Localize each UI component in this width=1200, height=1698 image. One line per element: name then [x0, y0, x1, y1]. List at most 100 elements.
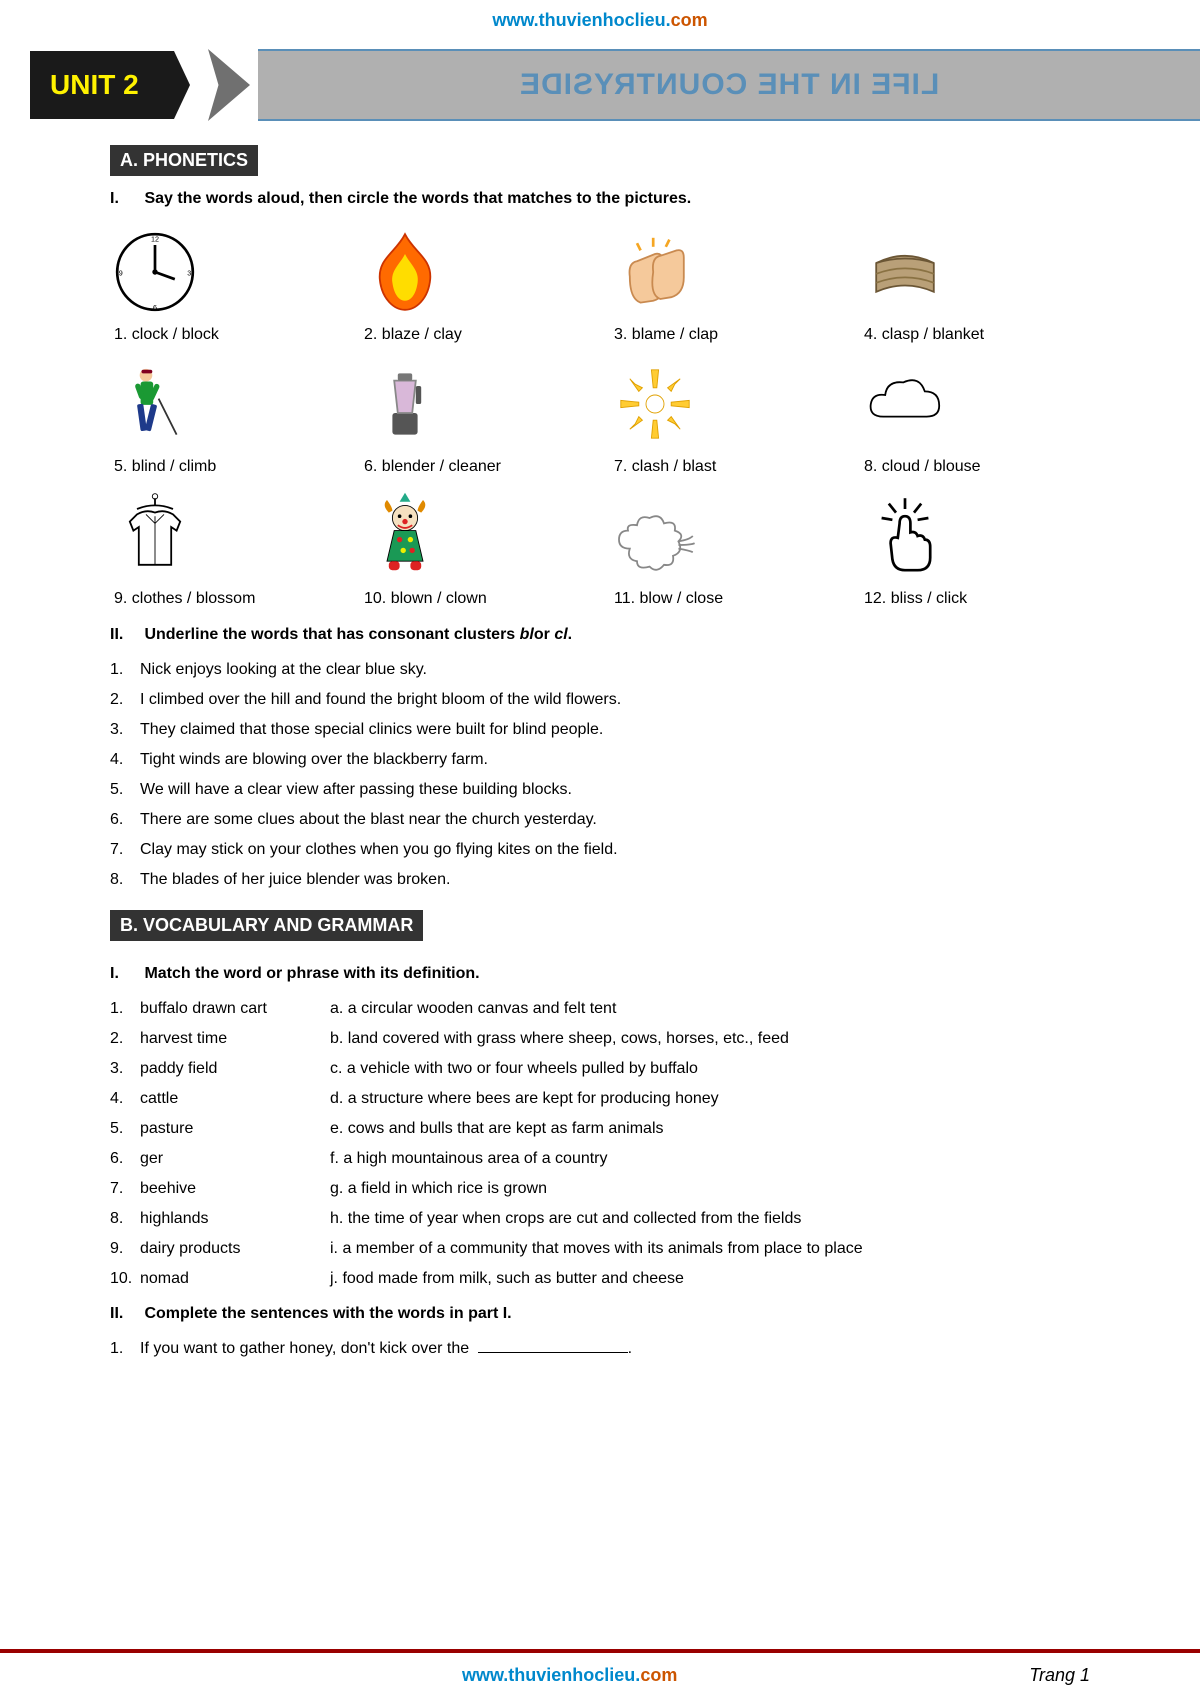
sentence-text: They claimed that those special clinics …: [140, 718, 603, 742]
match-row: 9.dairy productsi. a member of a communi…: [110, 1237, 1090, 1261]
sentence-text: I climbed over the hill and found the br…: [140, 688, 621, 712]
blanket-icon: [860, 222, 1090, 322]
match-row: 2.harvest timeb. land covered with grass…: [110, 1027, 1090, 1051]
match-num: 7.: [110, 1177, 140, 1201]
match-num: 1.: [110, 997, 140, 1021]
grid-caption: 6. blender / cleaner: [360, 458, 590, 476]
match-num: 6.: [110, 1147, 140, 1171]
sentence-row: 2.I climbed over the hill and found the …: [110, 688, 1090, 712]
grid-caption: 4. clasp / blanket: [860, 326, 1090, 344]
grid-caption: 3. blame / clap: [610, 326, 840, 344]
match-term: beehive: [140, 1177, 330, 1201]
sentence-num: 7.: [110, 838, 140, 862]
sentence-row: 6.There are some clues about the blast n…: [110, 808, 1090, 832]
sentence-text: The blades of her juice blender was brok…: [140, 868, 450, 892]
sentence-num: 3.: [110, 718, 140, 742]
a2-mid: or: [534, 626, 554, 643]
grid-item: 6. blender / cleaner: [360, 354, 590, 476]
match-num: 10.: [110, 1267, 140, 1291]
match-row: 6.gerf. a high mountainous area of a cou…: [110, 1147, 1090, 1171]
grid-caption: 8. cloud / blouse: [860, 458, 1090, 476]
sentence-num: 4.: [110, 748, 140, 772]
svg-text:12: 12: [151, 234, 159, 243]
match-term: ger: [140, 1147, 330, 1171]
a2-instruction: II. Underline the words that has consona…: [110, 626, 1090, 644]
grid-caption: 5. blind / climb: [110, 458, 340, 476]
match-term: buffalo drawn cart: [140, 997, 330, 1021]
grid-caption: 11. blow / close: [610, 590, 840, 608]
blast-icon: [610, 354, 840, 454]
sentence-text: Clay may stick on your clothes when you …: [140, 838, 618, 862]
svg-text:6: 6: [153, 303, 157, 312]
match-num: 5.: [110, 1117, 140, 1141]
url-suffix: com: [671, 10, 708, 30]
b2-num: 1.: [110, 1337, 140, 1361]
b2-instruction-text: Complete the sentences with the words in…: [144, 1305, 511, 1322]
b2-instruction: II. Complete the sentences with the word…: [110, 1305, 1090, 1323]
blender-icon: [360, 354, 590, 454]
a2-em1: bl: [520, 626, 534, 643]
match-def: g. a field in which rice is grown: [330, 1177, 1090, 1201]
match-row: 10.nomadj. food made from milk, such as …: [110, 1267, 1090, 1291]
footer: www.thuvienhoclieu.com Trang 1: [0, 1649, 1200, 1698]
section-a-header: A. PHONETICS: [110, 145, 258, 176]
b2-row: 1.If you want to gather honey, don't kic…: [110, 1337, 1090, 1361]
match-row: 7.beehiveg. a field in which rice is gro…: [110, 1177, 1090, 1201]
footer-url-suffix: com: [640, 1665, 677, 1685]
clap-icon: [610, 222, 840, 322]
page-number: Trang 1: [1029, 1665, 1090, 1686]
match-num: 3.: [110, 1057, 140, 1081]
grid-caption: 7. clash / blast: [610, 458, 840, 476]
header-url: www.thuvienhoclieu.com: [0, 0, 1200, 41]
grid-item: 8. cloud / blouse: [860, 354, 1090, 476]
grid-item: 7. clash / blast: [610, 354, 840, 476]
match-row: 8.highlandsh. the time of year when crop…: [110, 1207, 1090, 1231]
url-prefix: www.thuvienhoclieu.: [492, 10, 670, 30]
match-def: j. food made from milk, such as butter a…: [330, 1267, 1090, 1291]
match-row: 1.buffalo drawn carta. a circular wooden…: [110, 997, 1090, 1021]
flame-icon: [360, 222, 590, 322]
match-table: 1.buffalo drawn carta. a circular wooden…: [110, 997, 1090, 1291]
sentence-text: Tight winds are blowing over the blackbe…: [140, 748, 488, 772]
match-term: cattle: [140, 1087, 330, 1111]
match-num: 8.: [110, 1207, 140, 1231]
clock-icon: 12369: [110, 222, 340, 322]
a2-instruction-pre: Underline the words that has consonant c…: [144, 626, 519, 643]
sentence-num: 2.: [110, 688, 140, 712]
b1-instruction: I. Match the word or phrase with its def…: [110, 965, 1090, 983]
sentence-row: 8.The blades of her juice blender was br…: [110, 868, 1090, 892]
match-def: i. a member of a community that moves wi…: [330, 1237, 1090, 1261]
click-icon: [860, 486, 1090, 586]
blank-line: [478, 1352, 628, 1353]
sentence-num: 6.: [110, 808, 140, 832]
match-num: 2.: [110, 1027, 140, 1051]
b1-instruction-text: Match the word or phrase with its defini…: [144, 965, 479, 982]
sentence-text: There are some clues about the blast nea…: [140, 808, 597, 832]
match-num: 9.: [110, 1237, 140, 1261]
roman-i: I.: [110, 190, 140, 208]
sentence-num: 5.: [110, 778, 140, 802]
clown-icon: [360, 486, 590, 586]
blow-icon: [610, 486, 840, 586]
match-def: c. a vehicle with two or four wheels pul…: [330, 1057, 1090, 1081]
match-num: 4.: [110, 1087, 140, 1111]
match-def: e. cows and bulls that are kept as farm …: [330, 1117, 1090, 1141]
grid-item: 3. blame / clap: [610, 222, 840, 344]
grid-caption: 1. clock / block: [110, 326, 340, 344]
sentence-row: 7.Clay may stick on your clothes when yo…: [110, 838, 1090, 862]
grid-caption: 9. clothes / blossom: [110, 590, 340, 608]
sentence-row: 1.Nick enjoys looking at the clear blue …: [110, 658, 1090, 682]
match-term: pasture: [140, 1117, 330, 1141]
roman-ii: II.: [110, 626, 140, 644]
sentence-text: Nick enjoys looking at the clear blue sk…: [140, 658, 427, 682]
sentence-num: 1.: [110, 658, 140, 682]
grid-item: 9. clothes / blossom: [110, 486, 340, 608]
cloud-icon: [860, 354, 1090, 454]
content: A. PHONETICS I. Say the words aloud, the…: [0, 145, 1200, 1361]
grid-caption: 2. blaze / clay: [360, 326, 590, 344]
arrow-icon: [208, 49, 250, 121]
grid-item: 11. blow / close: [610, 486, 840, 608]
grid-item: 12369 1. clock / block: [110, 222, 340, 344]
footer-url-prefix: www.thuvienhoclieu.: [462, 1665, 640, 1685]
a2-post: .: [568, 626, 572, 643]
